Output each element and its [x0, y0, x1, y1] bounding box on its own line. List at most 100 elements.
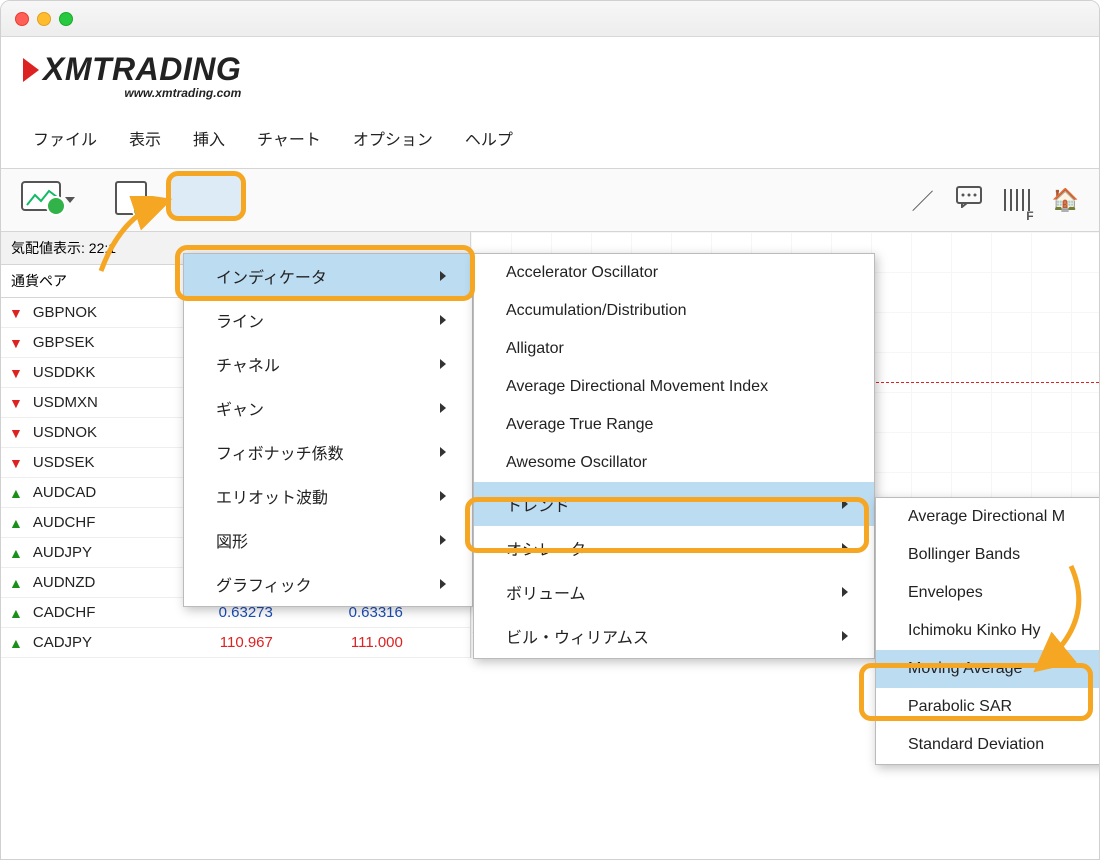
menu-item-label: Average True Range [506, 416, 653, 434]
menu-item-label: Bollinger Bands [908, 546, 1020, 564]
arrow-down-icon: ▼ [9, 335, 23, 351]
arrow-up-icon: ▲ [9, 545, 23, 561]
menu-item-label: Ichimoku Kinko Hy [908, 622, 1041, 640]
menu-item-label: Envelopes [908, 584, 983, 602]
bid-value: 110.967 [153, 634, 273, 651]
titlebar [1, 1, 1099, 37]
indicators-submenu-item[interactable]: トレンド [474, 482, 874, 526]
trend-submenu-item[interactable]: Bollinger Bands [876, 536, 1100, 574]
menu-file[interactable]: ファイル [23, 120, 107, 156]
symbol-label: AUDNZD [33, 574, 143, 591]
indicators-submenu-item[interactable]: ボリューム [474, 570, 874, 614]
submenu-arrow-icon [440, 359, 446, 369]
trend-submenu-item[interactable]: Standard Deviation [876, 726, 1100, 764]
menu-item-label: Standard Deviation [908, 736, 1044, 754]
menu-insert[interactable]: 挿入 [183, 120, 235, 156]
menu-item-label: Alligator [506, 340, 564, 358]
menu-item-label: フィボナッチ係数 [216, 440, 344, 464]
market-watch-row[interactable]: ▲ CADJPY 110.967 111.000 [1, 628, 470, 658]
indicators-submenu-item[interactable]: ビル・ウィリアムス [474, 614, 874, 658]
menu-item-label: エリオット波動 [216, 484, 328, 508]
toolbar-home-icon[interactable]: 🏠 [1052, 187, 1079, 213]
insert-submenu-item[interactable]: ライン [184, 298, 472, 342]
insert-submenu-item[interactable]: 図形 [184, 518, 472, 562]
indicators-submenu-item[interactable]: Awesome Oscillator [474, 444, 874, 482]
symbol-label: USDDKK [33, 364, 143, 381]
logo: XMTRADING [23, 51, 241, 88]
toolbar-comment-icon[interactable] [956, 186, 982, 214]
indicators-submenu-item[interactable]: オシレータ [474, 526, 874, 570]
arrow-up-icon: ▲ [9, 485, 23, 501]
window-close-button[interactable] [15, 12, 29, 26]
arrow-up-icon: ▲ [9, 515, 23, 531]
trend-submenu-item[interactable]: Moving Average [876, 650, 1100, 688]
submenu-arrow-icon [440, 491, 446, 501]
submenu-arrow-icon [440, 403, 446, 413]
insert-submenu: インディケータラインチャネルギャンフィボナッチ係数エリオット波動図形グラフィック [183, 253, 473, 607]
trend-submenu-item[interactable]: Ichimoku Kinko Hy [876, 612, 1100, 650]
symbol-label: GBPSEK [33, 334, 143, 351]
insert-submenu-item[interactable]: ギャン [184, 386, 472, 430]
submenu-arrow-icon [440, 535, 446, 545]
menubar: ファイル 表示 挿入 チャート オプション ヘルプ [1, 110, 1099, 169]
menu-item-label: チャネル [216, 352, 280, 376]
ask-value: 111.000 [283, 634, 403, 651]
window-minimize-button[interactable] [37, 12, 51, 26]
menu-chart[interactable]: チャート [247, 120, 331, 156]
symbol-label: USDSEK [33, 454, 143, 471]
arrow-up-icon: ▲ [9, 635, 23, 651]
arrow-down-icon: ▼ [9, 455, 23, 471]
indicators-submenu-item[interactable]: Accumulation/Distribution [474, 292, 874, 330]
submenu-arrow-icon [842, 631, 848, 641]
trend-submenu: Average Directional M Bollinger Bands Enve… [875, 497, 1100, 765]
symbol-label: CADJPY [33, 634, 143, 651]
tool-new-document[interactable] [115, 181, 155, 219]
menu-options[interactable]: オプション [343, 120, 443, 156]
arrow-up-icon: ▲ [9, 575, 23, 591]
menu-item-label: Average Directional M [908, 508, 1065, 526]
logo-text: XMTRADING [43, 51, 241, 88]
submenu-arrow-icon [440, 271, 446, 281]
logo-url: www.xmtrading.com [124, 86, 241, 100]
submenu-arrow-icon [440, 447, 446, 457]
arrow-down-icon: ▼ [9, 395, 23, 411]
insert-submenu-item[interactable]: チャネル [184, 342, 472, 386]
menu-item-label: ギャン [216, 396, 264, 420]
menu-item-label: ビル・ウィリアムス [506, 624, 649, 648]
trend-submenu-item[interactable]: Average Directional M [876, 498, 1100, 536]
symbol-label: CADCHF [33, 604, 143, 621]
insert-submenu-item[interactable]: エリオット波動 [184, 474, 472, 518]
menu-item-label: 図形 [216, 528, 248, 552]
toolbar-right: ／ 🏠 [912, 184, 1079, 216]
submenu-arrow-icon [842, 499, 848, 509]
menu-item-label: グラフィック [216, 572, 312, 596]
app-window: XMTRADING www.xmtrading.com ファイル 表示 挿入 チ… [0, 0, 1100, 860]
trend-submenu-item[interactable]: Parabolic SAR [876, 688, 1100, 726]
menu-help[interactable]: ヘルプ [455, 120, 523, 156]
symbol-label: USDNOK [33, 424, 143, 441]
menu-item-label: Average Directional Movement Index [506, 378, 768, 396]
symbol-label: AUDCAD [33, 484, 143, 501]
menu-item-label: インディケータ [216, 264, 327, 288]
trend-submenu-item[interactable]: Envelopes [876, 574, 1100, 612]
insert-submenu-item[interactable]: インディケータ [184, 254, 472, 298]
menu-view[interactable]: 表示 [119, 120, 171, 156]
indicators-submenu-item[interactable]: Accelerator Oscillator [474, 254, 874, 292]
window-zoom-button[interactable] [59, 12, 73, 26]
insert-submenu-item[interactable]: フィボナッチ係数 [184, 430, 472, 474]
indicators-submenu-item[interactable]: Alligator [474, 330, 874, 368]
symbol-label: USDMXN [33, 394, 143, 411]
dropdown-caret-icon [65, 197, 75, 203]
indicators-submenu-item[interactable]: Average Directional Movement Index [474, 368, 874, 406]
tool-new-chart[interactable] [21, 181, 75, 219]
toolbar-grid-icon[interactable] [1004, 189, 1030, 211]
menu-item-label: Parabolic SAR [908, 698, 1012, 716]
insert-submenu-item[interactable]: グラフィック [184, 562, 472, 606]
menu-item-label: Accelerator Oscillator [506, 264, 658, 282]
symbol-label: GBPNOK [33, 304, 143, 321]
toolbar-line-icon[interactable]: ／ [912, 184, 934, 216]
menu-item-label: ライン [216, 308, 264, 332]
symbol-label: AUDJPY [33, 544, 143, 561]
indicators-submenu-item[interactable]: Average True Range [474, 406, 874, 444]
symbol-label: AUDCHF [33, 514, 143, 531]
